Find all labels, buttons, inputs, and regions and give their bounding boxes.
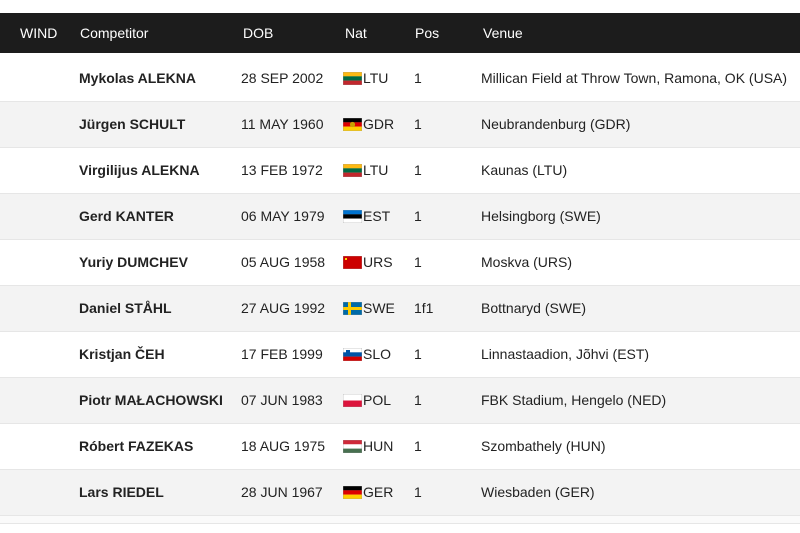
column-header: Competitor bbox=[80, 25, 149, 41]
dob: 07 JUN 1983 bbox=[241, 392, 323, 408]
competitor: Piotr MAŁACHOWSKI bbox=[79, 392, 223, 408]
position: 1f1 bbox=[414, 300, 434, 316]
table-row: Yuriy DUMCHEV 05 AUG 1958 URS 1 Moskva (URS) bbox=[0, 240, 800, 286]
table-row: Róbert FAZEKAS 18 AUG 1975 HUN 1 Szombathely… bbox=[0, 424, 800, 470]
dob: 28 SEP 2002 bbox=[241, 70, 324, 86]
nationality: LTU bbox=[363, 162, 389, 178]
table-row: Lars RIEDEL 28 JUN 1967 GER 1 Wiesbaden (GER… bbox=[0, 470, 800, 516]
table-row: Virgilijus ALEKNA 13 FEB 1972 LTU 1 Kaunas (… bbox=[0, 148, 800, 194]
flag-icon bbox=[343, 394, 362, 407]
flag-icon bbox=[343, 210, 362, 223]
nationality: HUN bbox=[363, 438, 394, 454]
column-header: Nat bbox=[345, 25, 367, 41]
nationality: EST bbox=[363, 208, 391, 224]
nationality: POL bbox=[363, 392, 392, 408]
nationality: SLO bbox=[363, 346, 392, 362]
dob: 05 AUG 1958 bbox=[241, 254, 326, 270]
flag-icon bbox=[343, 256, 362, 269]
venue: Linnastaadion, Jõhvi (EST) bbox=[481, 346, 650, 362]
flag-icon bbox=[343, 164, 362, 177]
competitor: Jürgen SCHULT bbox=[79, 116, 186, 132]
nationality: GDR bbox=[363, 116, 395, 132]
flag-icon bbox=[343, 302, 362, 315]
nationality: LTU bbox=[363, 70, 389, 86]
position: 1 bbox=[414, 392, 422, 408]
competitor: Virgilijus ALEKNA bbox=[79, 162, 200, 178]
position: 1 bbox=[414, 254, 422, 270]
table-row: Mykolas ALEKNA 28 SEP 2002 LTU 1 Millican Fi… bbox=[0, 56, 800, 102]
column-header: Pos bbox=[415, 25, 440, 41]
column-header: Venue bbox=[483, 25, 523, 41]
flag-icon bbox=[343, 440, 362, 453]
table-row-partial bbox=[0, 516, 800, 524]
competitor: Yuriy DUMCHEV bbox=[79, 254, 188, 270]
venue: Szombathely (HUN) bbox=[481, 438, 606, 454]
dob: 27 AUG 1992 bbox=[241, 300, 326, 316]
flag-icon bbox=[343, 486, 362, 499]
competitor: Gerd KANTER bbox=[79, 208, 174, 224]
position: 1 bbox=[414, 162, 422, 178]
nationality: GER bbox=[363, 484, 394, 500]
position: 1 bbox=[414, 208, 422, 224]
table-row: Gerd KANTER 06 MAY 1979 EST 1 Helsingborg (S… bbox=[0, 194, 800, 240]
flag-icon bbox=[343, 348, 362, 361]
nationality: URS bbox=[363, 254, 393, 270]
venue: Wiesbaden (GER) bbox=[481, 484, 595, 500]
position: 1 bbox=[414, 438, 422, 454]
competitor: Róbert FAZEKAS bbox=[79, 438, 194, 454]
venue: Moskva (URS) bbox=[481, 254, 573, 270]
position: 1 bbox=[414, 346, 422, 362]
dob: 17 FEB 1999 bbox=[241, 346, 323, 362]
position: 1 bbox=[414, 116, 422, 132]
table-header: WIND Competitor DOB Nat Pos Venue bbox=[0, 13, 800, 53]
venue: Millican Field at Throw Town, Ramona, OK… bbox=[481, 70, 788, 86]
column-header: WIND bbox=[20, 25, 58, 41]
table-row: Daniel STÅHL 27 AUG 1992 SWE 1f1 Bottnaryd (… bbox=[0, 286, 800, 332]
competitor: Mykolas ALEKNA bbox=[79, 70, 196, 86]
competitor: Kristjan ČEH bbox=[79, 346, 165, 362]
dob: 18 AUG 1975 bbox=[241, 438, 326, 454]
venue: Neubrandenburg (GDR) bbox=[481, 116, 631, 132]
venue: Kaunas (LTU) bbox=[481, 162, 568, 178]
venue: Bottnaryd (SWE) bbox=[481, 300, 587, 316]
venue: Helsingborg (SWE) bbox=[481, 208, 601, 224]
dob: 28 JUN 1967 bbox=[241, 484, 323, 500]
nationality: SWE bbox=[363, 300, 395, 316]
position: 1 bbox=[414, 70, 422, 86]
flag-icon bbox=[343, 72, 362, 85]
flag-icon bbox=[343, 118, 362, 131]
table-row: Kristjan ČEH 17 FEB 1999 SLO 1 Linnastaadion… bbox=[0, 332, 800, 378]
position: 1 bbox=[414, 484, 422, 500]
competitor: Lars RIEDEL bbox=[79, 484, 164, 500]
column-header: DOB bbox=[243, 25, 274, 41]
venue: FBK Stadium, Hengelo (NED) bbox=[481, 392, 667, 408]
table-row: Piotr MAŁACHOWSKI 07 JUN 1983 POL 1 FBK Stad… bbox=[0, 378, 800, 424]
competitor: Daniel STÅHL bbox=[79, 300, 172, 316]
dob: 13 FEB 1972 bbox=[241, 162, 323, 178]
results-table: WIND Competitor DOB Nat Pos Venue Mykolas ALE… bbox=[0, 13, 800, 524]
dob: 11 MAY 1960 bbox=[241, 116, 324, 132]
dob: 06 MAY 1979 bbox=[241, 208, 325, 224]
table-row: Jürgen SCHULT 11 MAY 1960 GDR 1 Neubrandenbu… bbox=[0, 102, 800, 148]
